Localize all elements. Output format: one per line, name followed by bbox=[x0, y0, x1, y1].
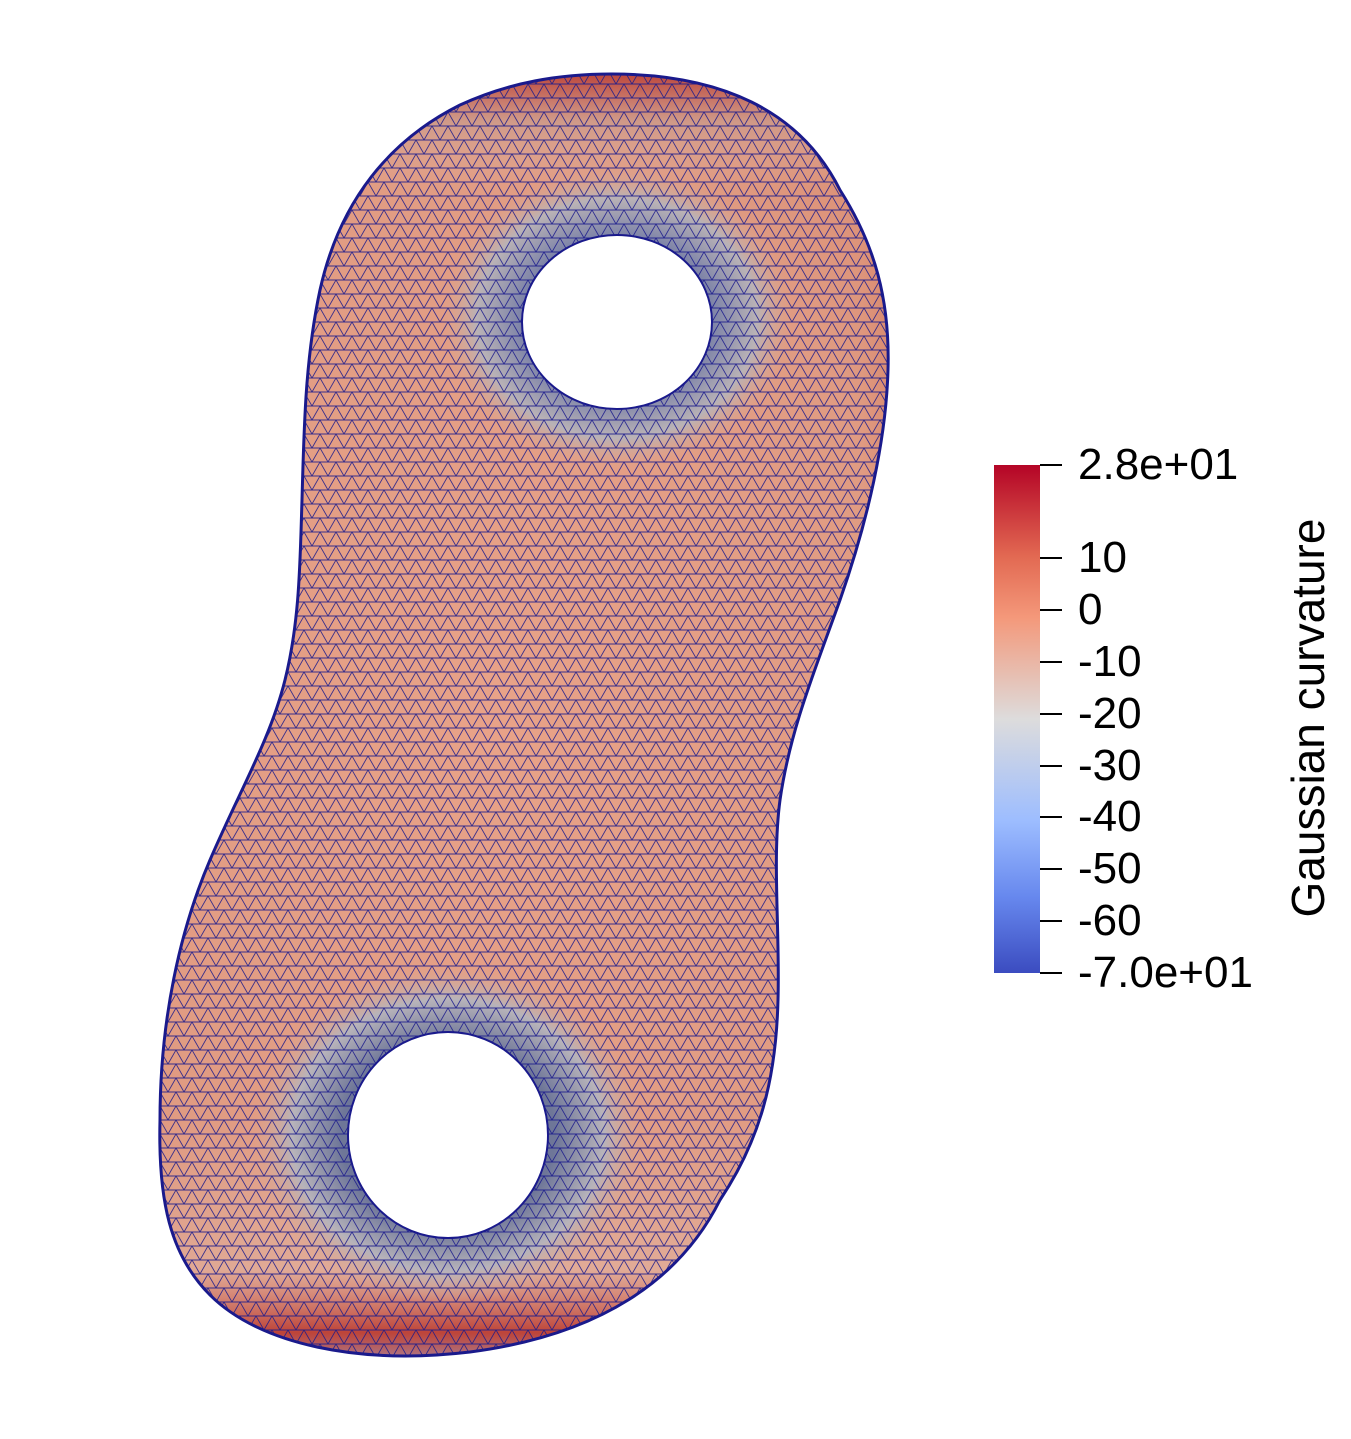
colorbar-tick bbox=[1040, 764, 1062, 767]
colorbar-tick-label: 2.8e+01 bbox=[1078, 440, 1239, 489]
colorbar-tick-label: -30 bbox=[1078, 740, 1142, 790]
colorbar-tick bbox=[1040, 920, 1062, 923]
colorbar-tick-label: -10 bbox=[1078, 636, 1142, 686]
colorbar-tick-label: -50 bbox=[1078, 844, 1142, 894]
double-torus-surface bbox=[158, 72, 890, 1358]
colorbar-tick-label: -40 bbox=[1078, 792, 1142, 842]
colorbar-tick bbox=[1040, 868, 1062, 871]
colorbar-tick-label: -60 bbox=[1078, 896, 1142, 946]
colorbar-tick-label: 10 bbox=[1078, 533, 1127, 583]
colorbar-tick bbox=[1040, 557, 1062, 560]
colorbar-tick-label: 0 bbox=[1078, 585, 1103, 635]
colorbar-title: Gaussian curvature bbox=[1282, 518, 1334, 918]
top-hole bbox=[521, 234, 713, 410]
bottom-hole bbox=[347, 1031, 549, 1239]
colorbar-tick bbox=[1040, 660, 1062, 663]
colorbar-tick-label: -20 bbox=[1078, 688, 1142, 738]
colorbar-tick bbox=[1040, 712, 1062, 715]
colorbar-tick bbox=[1040, 464, 1062, 466]
colorbar-gradient bbox=[994, 465, 1040, 973]
colorbar-tick-label: -7.0e+01 bbox=[1078, 948, 1253, 997]
colorbar-tick bbox=[1040, 816, 1062, 819]
colorbar-tick bbox=[1040, 609, 1062, 612]
colorbar-tick bbox=[1040, 972, 1062, 974]
